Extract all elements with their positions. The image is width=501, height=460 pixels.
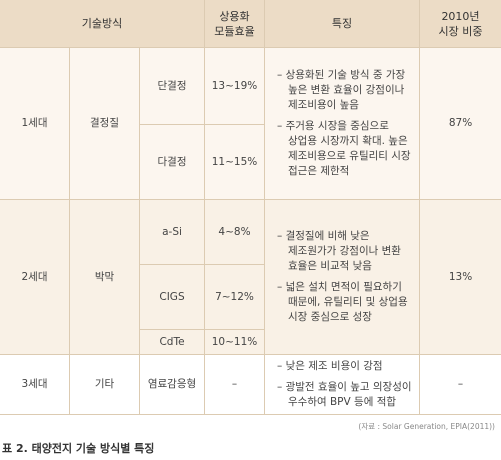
feature-line: 효율은 비교적 낮음 bbox=[288, 260, 372, 272]
header-cell: 특징 bbox=[265, 0, 420, 48]
feature-line: 제조원가가 강점이나 변환 bbox=[288, 245, 401, 257]
type-cell: 다결정 bbox=[140, 125, 205, 200]
type-name: CdTe bbox=[159, 335, 185, 348]
type-cell: a-Si bbox=[140, 200, 205, 265]
generation-cell: 3세대 bbox=[0, 355, 70, 415]
feature-line: – 결정질에 비해 낮은 bbox=[277, 230, 370, 242]
category: 결정질 bbox=[90, 117, 119, 129]
generation-cell: 2세대 bbox=[0, 200, 70, 355]
feature-line: 우수하여 BPV 등에 적합 bbox=[288, 396, 397, 408]
efficiency-cell: – bbox=[205, 355, 265, 415]
efficiency: 4~8% bbox=[218, 225, 251, 238]
category: 기타 bbox=[94, 378, 115, 390]
header-text: 모듈효율 bbox=[214, 24, 255, 38]
efficiency-cell: 10~11% bbox=[205, 330, 265, 355]
share-cell: 13% bbox=[420, 200, 501, 355]
feature-line: – 낮은 제조 비용이 강점 bbox=[277, 360, 383, 372]
features-cell: – 상용화된 기술 방식 중 가장 높은 변환 효율이 강점이나 제조비용이 높음 –… bbox=[265, 48, 420, 200]
share: 87% bbox=[448, 117, 473, 129]
feature-line: 접근은 제한적 bbox=[288, 165, 350, 177]
category-cell: 기타 bbox=[70, 355, 140, 415]
generation: 3세대 bbox=[21, 378, 48, 390]
feature-line: 제조비용이 높음 bbox=[288, 99, 359, 111]
type-cell: CIGS bbox=[140, 265, 205, 330]
efficiency-cell: 13~19% bbox=[205, 48, 265, 125]
header-cell: 기술방식 bbox=[0, 0, 205, 48]
efficiency: 7~12% bbox=[215, 290, 254, 303]
feature-line: – 광발전 효율이 높고 의장성이 bbox=[277, 381, 412, 393]
header-text: 2010년 bbox=[441, 9, 480, 23]
bullet: – 낮은 제조 비용이 강점 bbox=[277, 359, 383, 374]
category: 박막 bbox=[94, 270, 115, 283]
share-cell: – bbox=[420, 355, 501, 415]
type-name: a-Si bbox=[162, 225, 182, 238]
generation: 1세대 bbox=[21, 117, 48, 129]
header-text: 상용화 bbox=[219, 9, 250, 23]
generation: 2세대 bbox=[21, 270, 48, 283]
feature-line: – 상용화된 기술 방식 중 가장 bbox=[277, 69, 406, 81]
share: 13% bbox=[448, 270, 473, 283]
header-cell: 상용화 모듈효율 bbox=[205, 0, 265, 48]
category-cell: 결정질 bbox=[70, 48, 140, 200]
share: – bbox=[457, 378, 464, 390]
type-name: 염료감응형 bbox=[147, 378, 197, 390]
header-text: 특징 bbox=[331, 17, 353, 30]
header-cell: 2010년 시장 비중 bbox=[420, 0, 501, 48]
feature-line: – 주거용 시장을 중심으로 bbox=[277, 120, 389, 132]
share-cell: 87% bbox=[420, 48, 501, 200]
caption: 표 2. 태양전지 기술 방식별 특징 bbox=[2, 442, 155, 455]
category-cell: 박막 bbox=[70, 200, 140, 355]
feature-line: 제조비용으로 유틸리티 시장 bbox=[288, 150, 411, 162]
type-cell: CdTe bbox=[140, 330, 205, 355]
type-name: 단결정 bbox=[157, 79, 187, 92]
efficiency-cell: 7~12% bbox=[205, 265, 265, 330]
source: (자료 : Solar Generation, EPIA(2011)) bbox=[358, 422, 495, 431]
header-text: 시장 비중 bbox=[438, 24, 483, 38]
feature-line: 상업용 시장까지 확대. 높은 bbox=[288, 135, 408, 147]
generation-cell: 1세대 bbox=[0, 48, 70, 200]
efficiency: 13~19% bbox=[211, 79, 258, 92]
type-name: 다결정 bbox=[157, 155, 187, 168]
type-name: CIGS bbox=[159, 290, 185, 303]
efficiency-cell: 4~8% bbox=[205, 200, 265, 265]
type-cell: 염료감응형 bbox=[140, 355, 205, 415]
feature-line: 때문에, 유틸리티 및 상업용 bbox=[288, 296, 408, 308]
feature-line: 높은 변환 효율이 강점이나 bbox=[288, 84, 405, 96]
efficiency: 11~15% bbox=[211, 155, 258, 168]
efficiency-cell: 11~15% bbox=[205, 125, 265, 200]
type-cell: 단결정 bbox=[140, 48, 205, 125]
efficiency: 10~11% bbox=[211, 335, 258, 348]
efficiency: – bbox=[231, 378, 238, 390]
feature-line: 시장 중심으로 성장 bbox=[288, 311, 372, 323]
feature-line: – 넓은 설치 면적이 필요하기 bbox=[277, 281, 402, 293]
header-text: 기술방식 bbox=[81, 17, 123, 30]
